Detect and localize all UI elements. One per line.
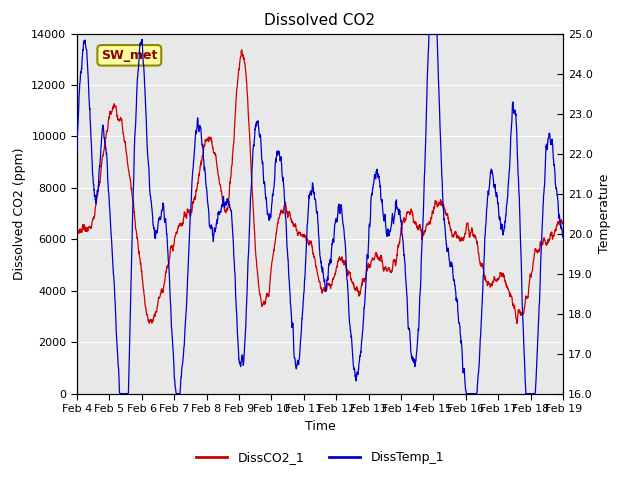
Text: SW_met: SW_met xyxy=(101,49,157,62)
X-axis label: Time: Time xyxy=(305,420,335,432)
Y-axis label: Temperature: Temperature xyxy=(598,174,611,253)
Title: Dissolved CO2: Dissolved CO2 xyxy=(264,13,376,28)
Legend: DissCO2_1, DissTemp_1: DissCO2_1, DissTemp_1 xyxy=(191,446,449,469)
Y-axis label: Dissolved CO2 (ppm): Dissolved CO2 (ppm) xyxy=(13,147,26,280)
